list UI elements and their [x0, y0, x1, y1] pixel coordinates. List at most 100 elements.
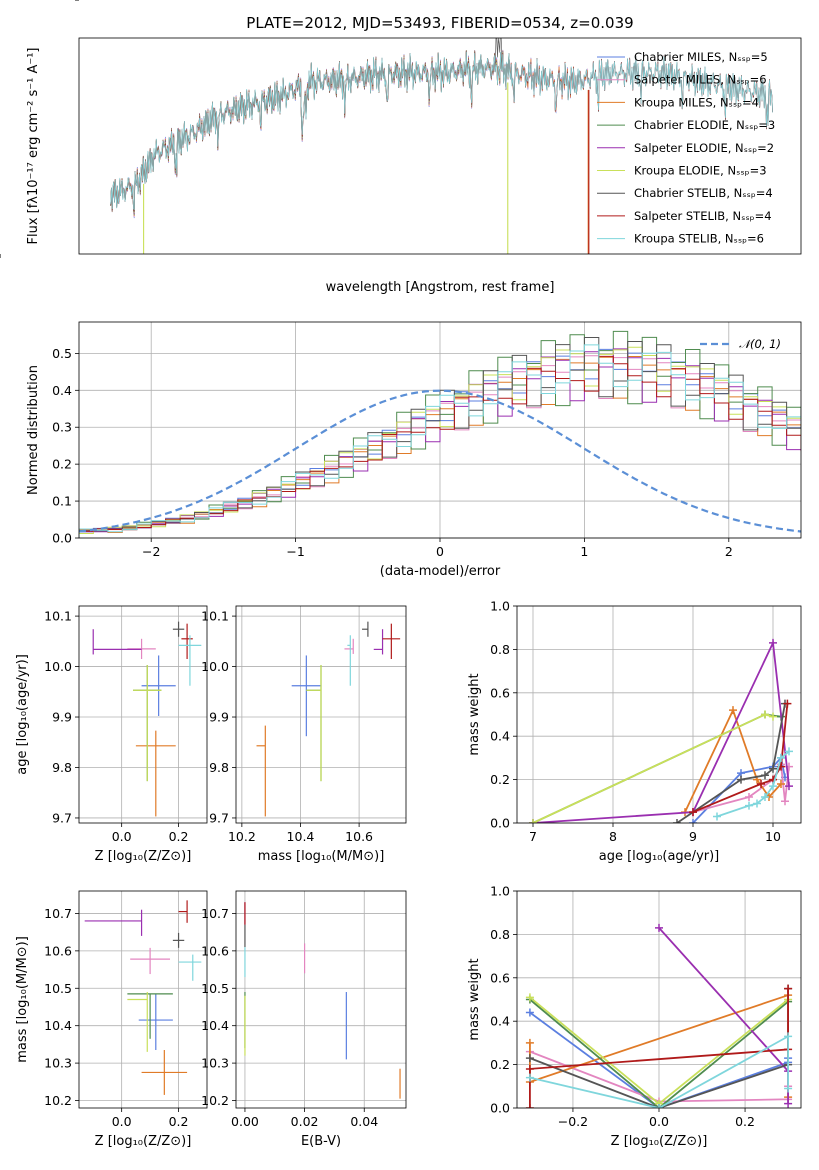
histogram-series-4: [79, 348, 801, 538]
y-tick-label: 0.2: [52, 457, 72, 472]
legend-entry: Salpeter ELODIE, Nₛₛₚ=2: [634, 141, 774, 155]
weight-marker: [525, 1054, 534, 1063]
histogram-series-5: [79, 346, 801, 538]
y-tick-label: 10.1: [201, 609, 229, 624]
weight-marker: [689, 819, 697, 823]
axes-frame: [516, 890, 802, 1109]
weight_vs_Z-axes: −0.2 0.0 0.2 0.0 0.2 0.4 0.6 0.8 1.0 Z [log₁₀(Z/Z…: [467, 884, 802, 1149]
weight-marker: [745, 801, 753, 810]
errorbar-point-3: [306, 665, 322, 782]
y-axis-label: Normed distribution: [26, 365, 41, 495]
weight-marker: [781, 797, 789, 806]
x-tick-label: −1: [286, 544, 304, 559]
weight-lines: [529, 638, 793, 823]
normal-curve: [79, 389, 801, 533]
weight-marker: [777, 779, 785, 788]
errorbar-point-7: [382, 623, 401, 659]
histogram-series-3: [79, 330, 801, 538]
x-tick-label: 0.0: [649, 1114, 669, 1129]
errorbar-point-3: [127, 993, 173, 1039]
y-tick-label: 0.8: [490, 642, 510, 657]
errorbar-point-4: [84, 909, 143, 936]
weight-marker: [761, 771, 769, 780]
y-axis-label: mass weight: [467, 958, 482, 1040]
age_vs_mass-axes: 10.2 10.4 10.6 9.7 9.8 9.9 10.0 10.1 mass [log₁₀…: [201, 605, 407, 864]
y-tick-label: 10.7: [201, 906, 229, 921]
errorbar-point-1: [344, 638, 354, 654]
y-axis-label: mass [log₁₀(M/M⊙)]: [15, 936, 30, 1063]
y-tick-label: 0.6: [490, 685, 510, 700]
weight-marker: [525, 1038, 534, 1047]
x-tick-label: −2: [142, 544, 160, 559]
y-tick-label: 0.0: [52, 531, 72, 546]
errorbar-point-4: [373, 629, 384, 655]
y-tick-label: 10.3: [201, 1056, 229, 1071]
axes-frame: [516, 605, 802, 824]
x-axis-label: Z [log₁₀(Z/Z⊙)]: [611, 1134, 708, 1149]
weight-marker: [784, 984, 793, 993]
errorbar-point-2: [141, 1050, 188, 1095]
axes-frame: [78, 890, 208, 1109]
weight-marker: [777, 753, 785, 762]
y-tick-label: 1.0: [490, 884, 510, 899]
errorbar-point-8: [178, 954, 202, 981]
x-tick-label: 9: [689, 829, 697, 844]
histogram-series-0: [79, 348, 801, 538]
weight-lines: [525, 923, 793, 1108]
weight-marker: [737, 775, 745, 784]
weight-marker: [785, 747, 793, 756]
y-tick-label: 9.9: [52, 710, 72, 725]
weight-marker: [753, 799, 761, 808]
y-tick-label: 0.4: [490, 1014, 510, 1029]
legend-entry: Kroupa MILES, Nₛₛₚ=4: [634, 95, 759, 109]
errorbar-point-6: [362, 621, 369, 637]
weight-marker: [525, 1104, 534, 1108]
y-tick-label: 0.4: [490, 729, 510, 744]
x-axis-label: wavelength [Angstrom, rest frame]: [326, 280, 555, 295]
y-axis-label: mass weight: [467, 673, 482, 755]
weight-marker: [689, 808, 697, 817]
y-axis-label: Flux [fλ10⁻¹⁷ erg cm⁻² s⁻¹ A⁻¹]: [26, 48, 41, 245]
errorbars: [92, 621, 202, 817]
x-tick-label: 0.2: [169, 829, 189, 844]
errorbar-point-2: [135, 730, 176, 817]
weight-line: [529, 988, 789, 1108]
y-tick-label: 10.3: [44, 1056, 72, 1071]
weight-line: [529, 1034, 789, 1108]
y-tick-label: 9.7: [209, 810, 229, 825]
y-tick-label: 10.7: [44, 906, 72, 921]
axes-frame: [78, 321, 802, 539]
x-axis-label: Z [log₁₀(Z/Z⊙)]: [95, 849, 192, 864]
y-tick-label: 10.6: [44, 943, 72, 958]
weight-marker: [655, 1104, 663, 1108]
spectrum-series-8: [110, 51, 773, 211]
legend: 𝒩(0, 1): [700, 337, 781, 351]
x-tick-label: 2: [725, 544, 733, 559]
weight-marker: [525, 1008, 534, 1017]
x-tick-label: 10.6: [345, 829, 373, 844]
axes-frame: [78, 605, 208, 824]
weight-series-8: [525, 1032, 793, 1108]
x-axis-label: E(B-V): [301, 1134, 341, 1149]
weight-series-2: [681, 706, 785, 817]
weight-line: [532, 639, 790, 823]
errorbar-point-5: [306, 665, 322, 782]
weight-marker: [673, 819, 681, 823]
y-tick-label: 0.5: [52, 346, 72, 361]
axes-frame: [235, 890, 407, 1109]
weight-series-6: [673, 699, 789, 823]
errorbar-point-6: [172, 932, 185, 948]
legend-entry: Chabrier MILES, Nₛₛₚ=5: [634, 50, 768, 64]
age_vs_Z-axes: 0.0 0.2 9.7 9.8 9.9 10.0 10.1 Z [log₁₀(Z/Z⊙)] ag…: [15, 605, 208, 864]
legend-entry: Chabrier STELIB, Nₛₛₚ=4: [634, 186, 773, 200]
y-tick-label: 0.2: [490, 1057, 510, 1072]
weight-line: [529, 998, 789, 1108]
spectrum-lines: [110, 38, 773, 254]
x-tick-label: 0.04: [350, 1114, 378, 1129]
legend-entry: Salpeter MILES, Nₛₛₚ=6: [634, 73, 767, 87]
weight-series-8: [713, 747, 793, 821]
weight-series-7: [689, 699, 792, 817]
errorbar-point-0: [291, 655, 321, 737]
residuals-axes: −2 −1 0 1 2 0.0 0.1 0.2 0.3 0.4 0.5 𝒩(0, 1) (data-mo…: [26, 321, 802, 579]
